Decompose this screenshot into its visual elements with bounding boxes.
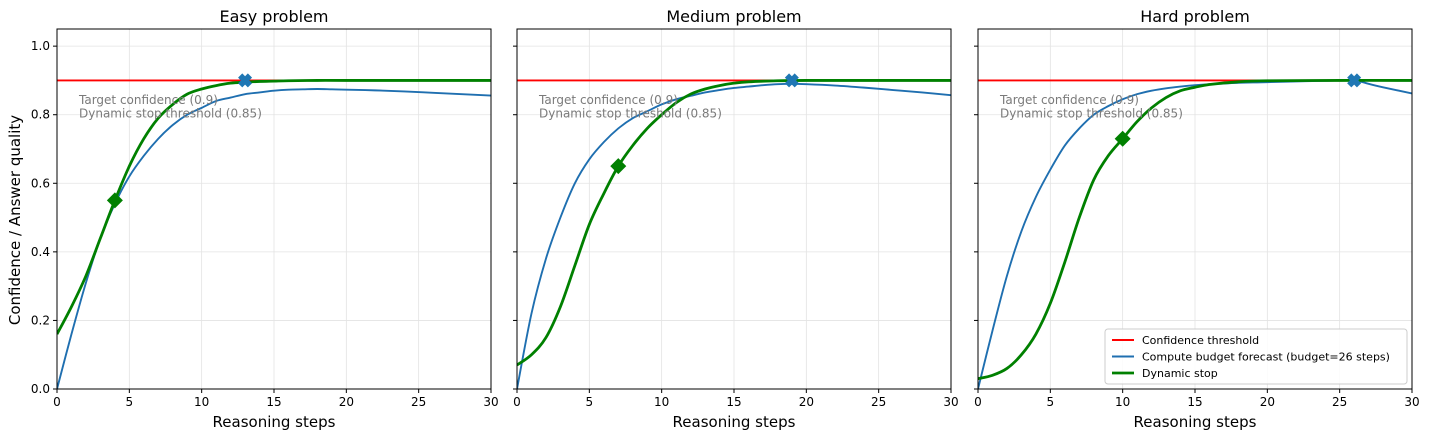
x-tick-label: 25 — [871, 395, 886, 409]
x-tick-label: 0 — [974, 395, 982, 409]
y-tick-label: 0.6 — [31, 176, 50, 190]
x-tick-label: 0 — [53, 395, 61, 409]
x-tick-label: 20 — [339, 395, 354, 409]
y-tick-label: 0.2 — [31, 313, 50, 327]
panel-3: Target confidence (0.9)Dynamic stop thre… — [974, 7, 1420, 431]
annotation-text: Dynamic stop threshold (0.85) — [1000, 107, 1183, 121]
y-tick-label: 0.8 — [31, 108, 50, 122]
legend-label: Dynamic stop — [1142, 367, 1218, 380]
budget-stop-marker — [238, 73, 253, 88]
budget-forecast-line — [517, 82, 951, 389]
x-axis-label: Reasoning steps — [673, 413, 796, 431]
dynamic-stop-marker — [106, 192, 123, 209]
x-tick-label: 5 — [126, 395, 134, 409]
dynamic-stop-marker — [610, 158, 627, 175]
dynamic-stop-marker — [1114, 130, 1131, 147]
plot-area — [517, 79, 951, 389]
x-tick-label: 0 — [513, 395, 521, 409]
x-tick-label: 10 — [1115, 395, 1130, 409]
x-tick-label: 20 — [1260, 395, 1275, 409]
annotation-text: Target confidence (0.9) — [999, 93, 1139, 107]
legend-label: Compute budget forecast (budget=26 steps… — [1142, 351, 1390, 364]
x-tick-label: 10 — [194, 395, 209, 409]
y-tick-label: 0.0 — [31, 382, 50, 396]
panel-2: Target confidence (0.9)Dynamic stop thre… — [513, 7, 959, 431]
legend-box — [1104, 328, 1408, 385]
annotation-text: Target confidence (0.9) — [78, 93, 218, 107]
x-tick-label: 25 — [411, 395, 426, 409]
dynamic-stop-line — [517, 79, 951, 367]
y-tick-label: 0.4 — [31, 245, 50, 259]
x-tick-label: 20 — [799, 395, 814, 409]
x-tick-label: 25 — [1332, 395, 1347, 409]
x-tick-label: 30 — [483, 395, 498, 409]
panel-title: Medium problem — [666, 7, 801, 26]
x-axis-label: Reasoning steps — [1134, 413, 1257, 431]
x-tick-label: 10 — [654, 395, 669, 409]
panel-title: Easy problem — [219, 7, 328, 26]
y-axis-label: Confidence / Answer quality — [6, 115, 24, 325]
budget-stop-marker — [784, 73, 799, 88]
dynamic-stop-line — [57, 79, 491, 335]
x-tick-label: 30 — [943, 395, 958, 409]
x-tick-label: 15 — [266, 395, 281, 409]
budget-stop-marker — [1347, 73, 1362, 88]
x-axis-label: Reasoning steps — [213, 413, 336, 431]
panel-title: Hard problem — [1140, 7, 1250, 26]
annotation-text: Dynamic stop threshold (0.85) — [539, 107, 722, 121]
legend: Confidence threshold Compute budget forec… — [1104, 328, 1408, 385]
annotation-text: Target confidence (0.9) — [538, 93, 678, 107]
x-tick-label: 15 — [726, 395, 741, 409]
legend-label: Confidence threshold — [1142, 334, 1259, 347]
x-tick-label: 15 — [1187, 395, 1202, 409]
x-tick-label: 5 — [1047, 395, 1055, 409]
panel-1: Target confidence (0.9)Dynamic stop thre… — [31, 7, 499, 431]
y-tick-label: 1.0 — [31, 39, 50, 53]
x-tick-label: 5 — [586, 395, 594, 409]
x-tick-label: 30 — [1404, 395, 1419, 409]
annotation-text: Dynamic stop threshold (0.85) — [79, 107, 262, 121]
